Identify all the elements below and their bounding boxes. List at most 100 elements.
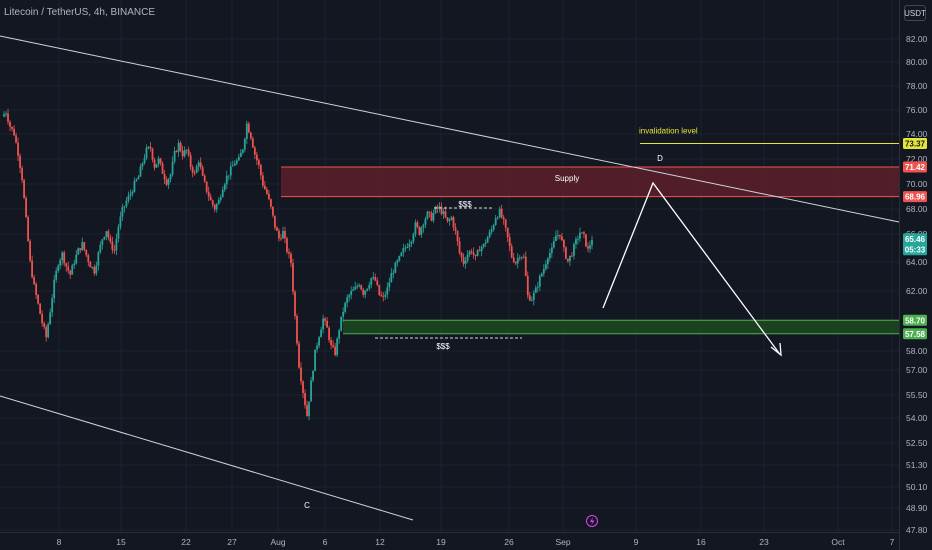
candle-body — [496, 217, 499, 219]
candle-body — [448, 219, 451, 221]
price-tag-label: 73.37 — [905, 139, 926, 148]
candle-body — [111, 241, 114, 250]
candle-body — [278, 230, 280, 239]
candle-body — [502, 217, 505, 220]
candle-body — [125, 200, 128, 207]
candle-body — [109, 237, 112, 242]
x-tick-label: 16 — [696, 537, 706, 547]
candle-body — [504, 219, 507, 228]
candle-body — [480, 246, 483, 252]
candle-body — [298, 343, 300, 368]
candle-body — [567, 258, 569, 262]
time-axis[interactable]: 8 15 22 27 Aug 6 12 19 26 Sep 9 16 23 Oct 7 — [57, 537, 895, 547]
candle-body — [115, 238, 118, 251]
candle-body — [338, 330, 341, 339]
x-tick-label: 27 — [227, 537, 237, 547]
candle-body — [587, 246, 589, 249]
candle-body — [476, 250, 479, 256]
price-tag-bg — [903, 137, 927, 149]
candle-body — [89, 261, 92, 268]
candle-body — [308, 401, 310, 417]
candle-body — [498, 208, 501, 218]
candle-body — [571, 255, 573, 257]
upper-trendline — [0, 35, 900, 223]
candle-body — [183, 150, 186, 157]
candle-body — [440, 206, 443, 214]
candle-body — [237, 157, 240, 161]
y-tick-label: 47.80 — [906, 525, 928, 535]
candle-body — [554, 235, 557, 242]
candle-body — [179, 142, 182, 151]
y-tick-label: 70.00 — [906, 179, 928, 189]
candle-body — [41, 313, 44, 324]
candle-body — [155, 164, 158, 168]
candle-body — [19, 155, 21, 168]
candle-body — [316, 345, 318, 350]
candle-body — [17, 142, 19, 156]
candle-body — [464, 260, 467, 264]
candle-body — [516, 258, 519, 264]
candle-body — [123, 206, 126, 208]
candle-body — [538, 275, 541, 287]
candle-body — [249, 132, 252, 139]
candle-body — [197, 162, 200, 167]
candle-body — [117, 226, 120, 239]
candle-body — [585, 234, 587, 247]
candle-body — [484, 242, 487, 244]
candle-body — [408, 243, 411, 248]
candle-body — [171, 161, 174, 175]
candle-body — [97, 252, 100, 266]
x-tick-label: 8 — [57, 537, 62, 547]
candle-body — [251, 138, 254, 148]
symbol-title[interactable]: Litecoin / TetherUS, 4h, BINANCE — [4, 7, 155, 18]
candle-body — [137, 176, 140, 180]
candle-body — [472, 252, 475, 255]
candle-body — [382, 295, 385, 297]
candle-body — [330, 340, 333, 346]
candle-body — [270, 199, 272, 207]
candle-body — [47, 324, 50, 338]
candles-layer — [3, 108, 593, 421]
price-axis[interactable]: 82.00 80.00 78.00 76.00 74.00 72.00 70.00 68.00… — [906, 34, 928, 535]
candle-body — [149, 146, 152, 149]
candle-body — [442, 211, 445, 214]
x-tick-label: 26 — [504, 537, 514, 547]
candle-body — [135, 179, 138, 181]
x-tick-label: 7 — [890, 537, 895, 547]
price-tag-label: 68.96 — [905, 193, 926, 202]
candle-body — [470, 251, 473, 253]
candle-body — [404, 247, 407, 249]
candle-body — [302, 381, 304, 394]
candle-body — [288, 252, 290, 254]
candle-body — [207, 191, 210, 197]
currency-button[interactable]: USDT — [904, 5, 926, 21]
candle-body — [450, 217, 453, 220]
price-tag-label: 58.70 — [905, 316, 926, 325]
candle-body — [486, 237, 489, 243]
price-tag-label: 71.42 — [905, 163, 926, 172]
candle-body — [107, 231, 110, 238]
projection-path — [602, 181, 780, 354]
candle-body — [105, 231, 108, 237]
y-tick-label: 52.50 — [906, 438, 928, 448]
candle-body — [528, 295, 531, 301]
candle-body — [581, 232, 583, 234]
candle-body — [326, 320, 329, 328]
candle-body — [21, 167, 23, 181]
candle-body — [133, 180, 136, 192]
candle-body — [444, 211, 447, 218]
x-tick-label: 15 — [116, 537, 126, 547]
price-tag-label: 57.58 — [905, 330, 926, 339]
candle-body — [65, 263, 68, 267]
candle-body — [201, 167, 204, 176]
candle-body — [3, 114, 5, 117]
candle-body — [552, 241, 555, 248]
candle-body — [143, 158, 146, 164]
y-tick-label: 74.00 — [906, 129, 928, 139]
candle-body — [181, 150, 184, 157]
lower-trendline — [0, 395, 414, 521]
candle-body — [556, 234, 559, 236]
y-tick-label: 54.00 — [906, 413, 928, 423]
